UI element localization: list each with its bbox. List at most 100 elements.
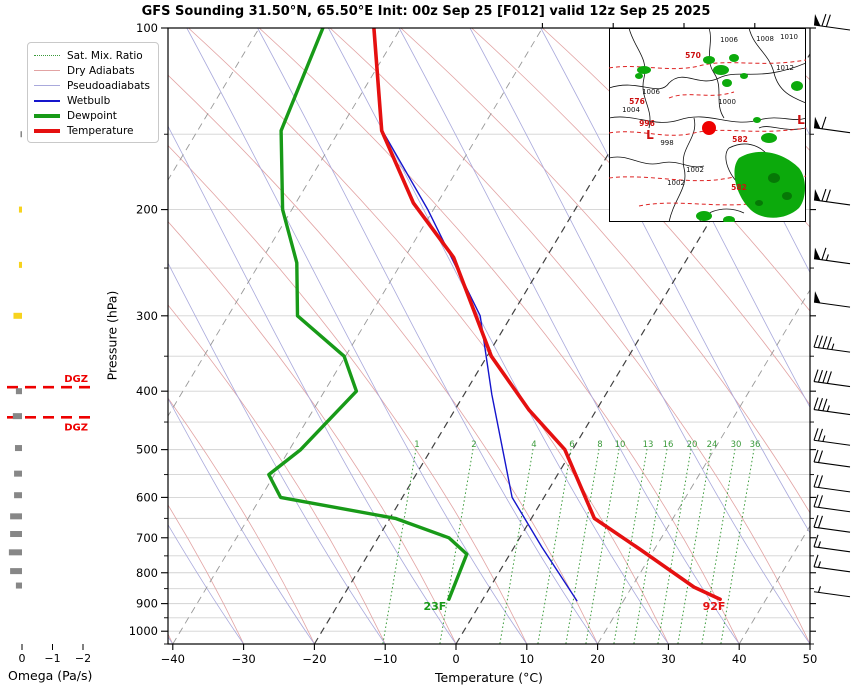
inset-black-label: 1006 bbox=[720, 36, 738, 44]
inset-black-label: 1012 bbox=[776, 64, 794, 72]
mixing-ratio-line bbox=[657, 448, 692, 644]
dry-adiabat-line bbox=[400, 28, 810, 514]
surface-annotation-92F: 92F bbox=[703, 600, 726, 613]
temp-tick-label: −10 bbox=[373, 652, 397, 666]
wind-barb bbox=[813, 188, 851, 206]
barb-full bbox=[813, 397, 819, 410]
wind-barb bbox=[813, 534, 851, 553]
wind-barb bbox=[813, 247, 851, 265]
barb-full bbox=[817, 450, 823, 463]
inset-red-label: 576 bbox=[629, 97, 645, 106]
wind-barb bbox=[813, 13, 851, 31]
wind-barb bbox=[813, 554, 851, 573]
temperature-axis-label: Temperature (°C) bbox=[435, 670, 543, 685]
inset-isobar bbox=[609, 116, 806, 123]
inset-precip-blob bbox=[740, 73, 748, 79]
inset-precip-area bbox=[734, 151, 805, 218]
barb-full bbox=[821, 116, 827, 129]
inset-precip-blob bbox=[791, 81, 803, 91]
dry-adiabat-line bbox=[168, 304, 386, 644]
barb-full bbox=[813, 534, 819, 548]
inset-thickness-contour bbox=[609, 59, 806, 70]
legend-item: Dewpoint bbox=[34, 108, 152, 123]
mixing-ratio-label: 8 bbox=[597, 440, 602, 450]
omega-bar bbox=[18, 261, 22, 268]
omega-tick-label: −2 bbox=[75, 652, 91, 665]
barb-staff bbox=[813, 461, 851, 468]
barb-staff bbox=[813, 526, 851, 533]
omega-tick-label: −1 bbox=[44, 652, 60, 665]
dry-adiabat-line bbox=[258, 28, 740, 644]
barb-full bbox=[822, 398, 828, 411]
pressure-tick-label: 100 bbox=[136, 21, 158, 35]
pressure-tick-label: 800 bbox=[136, 566, 158, 580]
pressure-tick-label: 400 bbox=[136, 384, 158, 398]
barb-full bbox=[813, 494, 819, 507]
barb-staff bbox=[813, 409, 851, 416]
omega-bar bbox=[15, 388, 22, 395]
inset-isobar bbox=[708, 28, 725, 119]
mixing-ratio-label: 10 bbox=[615, 440, 626, 450]
temp-tick-label: 0 bbox=[452, 652, 459, 666]
legend-line-sample bbox=[34, 55, 60, 56]
barb-half bbox=[826, 405, 830, 412]
inset-black-label: 998 bbox=[660, 139, 673, 147]
mixing-ratio-line bbox=[382, 448, 417, 644]
barb-full bbox=[825, 189, 831, 202]
barb-full bbox=[817, 515, 823, 528]
barb-full bbox=[813, 474, 819, 488]
inset-thickness-contour bbox=[609, 127, 806, 136]
barb-half bbox=[822, 435, 826, 442]
inset-isobar bbox=[609, 62, 806, 90]
dry-adiabat-line bbox=[168, 397, 315, 644]
mixing-ratio-line bbox=[585, 448, 620, 644]
barb-full bbox=[821, 13, 827, 27]
barb-full bbox=[813, 449, 819, 463]
inset-thickness-contour bbox=[668, 91, 735, 99]
dry-adiabat-line bbox=[168, 145, 528, 644]
wind-barb bbox=[813, 449, 851, 468]
temp-tick-label: 20 bbox=[590, 652, 605, 666]
omega-bar bbox=[10, 513, 22, 520]
legend-item-label: Wetbulb bbox=[67, 94, 111, 107]
inset-precip-blob bbox=[729, 54, 739, 62]
barb-full bbox=[826, 371, 832, 384]
inset-precip-blob bbox=[723, 216, 735, 222]
dewpoint-line bbox=[267, 28, 469, 601]
inset-red-label: 570 bbox=[685, 51, 701, 60]
inset-black-label: 1000 bbox=[718, 98, 736, 106]
legend-line-sample bbox=[34, 70, 60, 71]
mixing-ratio-line bbox=[633, 448, 668, 644]
temp-tick-label: 10 bbox=[519, 652, 534, 666]
dgz-label: DGZ bbox=[64, 422, 88, 433]
temp-tick-label: −30 bbox=[231, 652, 255, 666]
inset-precip-blob bbox=[713, 65, 729, 75]
inset-black-label: 1006 bbox=[642, 88, 660, 96]
chart-legend: Sat. Mix. Ratio Dry Adiabats Pseudoadiabat… bbox=[27, 42, 159, 143]
legend-line-sample bbox=[34, 85, 60, 86]
mixing-ratio-label: 36 bbox=[750, 440, 761, 450]
pseudoadiabat-line bbox=[168, 125, 457, 644]
legend-item-label: Dry Adiabats bbox=[67, 64, 135, 77]
chart-title: GFS Sounding 31.50°N, 65.50°E Init: 00z … bbox=[141, 4, 711, 19]
inset-precip-blob bbox=[753, 117, 761, 123]
barb-full bbox=[817, 495, 823, 508]
barb-full bbox=[822, 336, 828, 349]
barb-staff bbox=[813, 546, 851, 553]
omega-bar bbox=[14, 445, 22, 452]
omega-bar bbox=[8, 549, 22, 556]
barb-full bbox=[813, 428, 819, 441]
inset-precip-blob bbox=[761, 133, 777, 143]
mixing-ratio-line bbox=[537, 448, 572, 644]
barb-full bbox=[817, 369, 823, 383]
omega-bar bbox=[14, 492, 22, 499]
barb-pennant bbox=[814, 188, 821, 201]
wind-barb bbox=[813, 515, 851, 533]
barb-full bbox=[817, 475, 823, 488]
barb-staff bbox=[813, 439, 851, 446]
mixing-ratio-line bbox=[701, 448, 736, 644]
inset-black-label: 1008 bbox=[756, 35, 774, 43]
legend-item-label: Pseudoadiabats bbox=[67, 79, 150, 92]
